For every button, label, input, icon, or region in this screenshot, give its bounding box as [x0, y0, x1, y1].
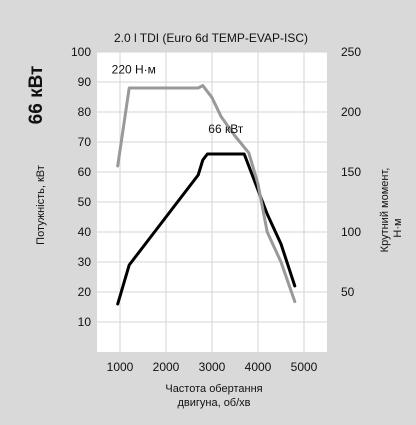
y-left-tick-label: 60: [78, 165, 92, 179]
x-tick-label: 2000: [153, 360, 180, 374]
series-layer: 66 кВт 220 Н·м: [112, 63, 297, 306]
y-right-tick-label: 50: [341, 285, 355, 299]
axes: 1000 2000 3000 4000 5000 10 20 30 40 50 60 70 80 90 10…: [71, 45, 361, 374]
grid: [97, 51, 327, 352]
y-left-tick-label: 100: [71, 45, 91, 59]
x-tick-label: 4000: [245, 360, 272, 374]
x-tick-label: 5000: [291, 360, 318, 374]
y-axis-right-label-line-2: Н·м: [392, 218, 404, 237]
y-left-tick-label: 80: [78, 105, 92, 119]
y-right-tick-label: 100: [341, 225, 361, 239]
y-left-tick-label: 20: [78, 285, 92, 299]
y-right-tick-label: 200: [341, 105, 361, 119]
power-line: [116, 152, 297, 306]
y-left-tick-label: 30: [78, 255, 92, 269]
y-left-tick-label: 90: [78, 75, 92, 89]
x-axis-label-line-1: Частота обертання: [165, 383, 262, 395]
x-tick-label: 1000: [107, 360, 134, 374]
y-left-tick-label: 70: [78, 135, 92, 149]
annotation-0: 66 кВт: [208, 122, 244, 136]
y-left-tick-label: 40: [78, 225, 92, 239]
x-tick-label: 3000: [199, 360, 226, 374]
annotation-1: 220 Н·м: [112, 63, 156, 77]
chart-title: 2.0 l TDI (Euro 6d TEMP-EVAP-ISC): [114, 31, 308, 45]
y-left-tick-label: 50: [78, 195, 92, 209]
y-right-tick-label: 250: [341, 45, 361, 59]
torque-line: [116, 84, 297, 304]
y-axis-left-label: Потужність, кВт: [35, 165, 47, 245]
y-right-tick-label: 150: [341, 165, 361, 179]
x-axis-label-line-2: двигуна, об/хв: [177, 397, 250, 409]
power-headline: 66 кВт: [26, 66, 47, 125]
y-axis-right-label-line-1: Крутний момент,: [379, 168, 391, 253]
y-left-tick-label: 10: [78, 315, 92, 329]
